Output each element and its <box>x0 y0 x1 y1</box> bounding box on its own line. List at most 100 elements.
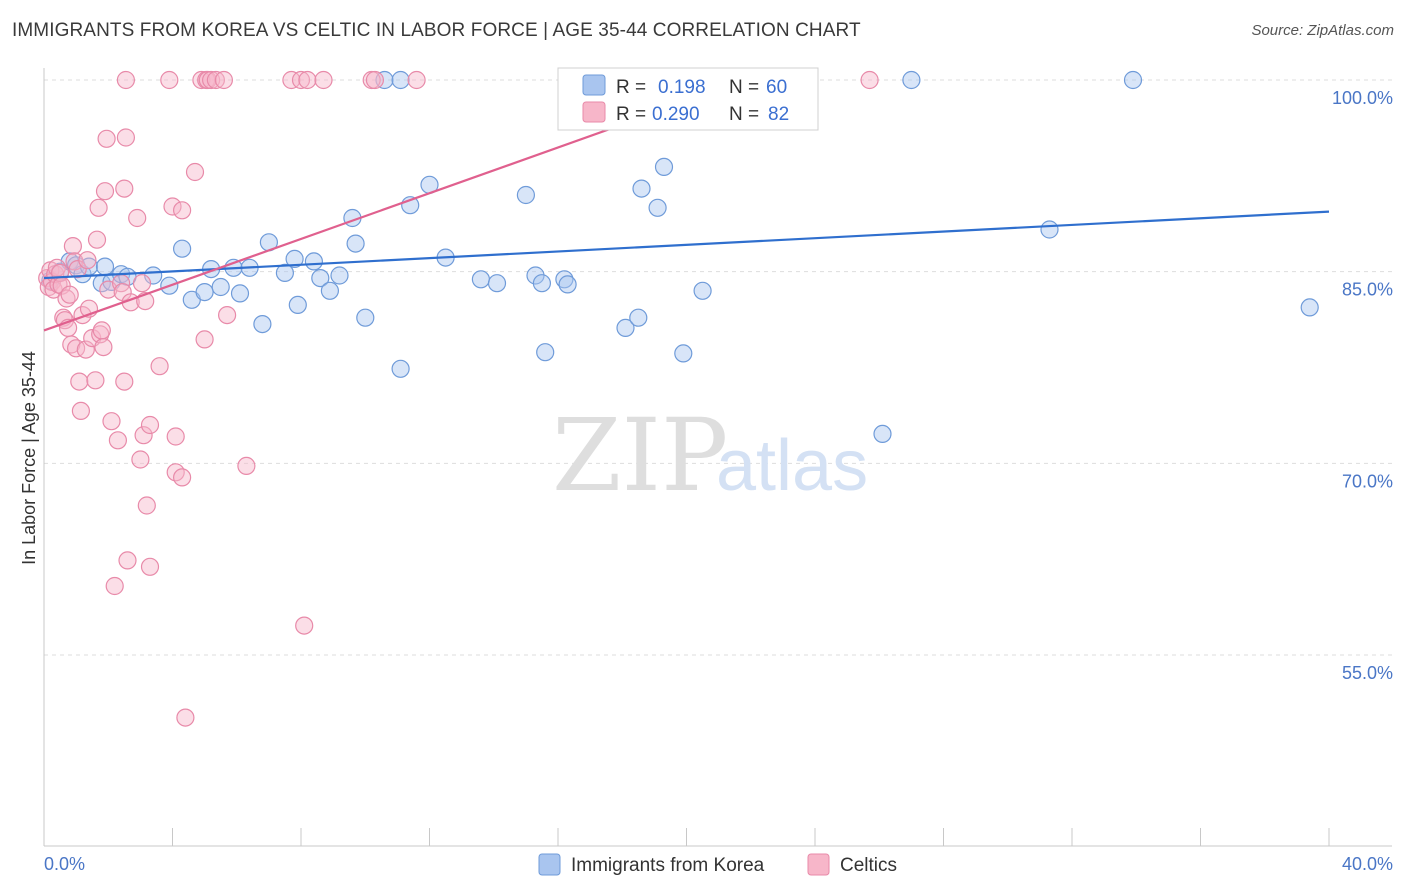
korea-point[interactable] <box>532 274 552 293</box>
korea-point[interactable] <box>632 179 651 198</box>
korea-point[interactable] <box>391 359 410 378</box>
korea-point[interactable] <box>346 234 365 253</box>
celtic-point[interactable] <box>150 357 169 376</box>
watermark-zip: ZIP <box>552 397 728 514</box>
legend-swatch-celtic[interactable] <box>807 853 830 876</box>
celtic-point[interactable] <box>131 450 150 469</box>
korea-point[interactable] <box>648 198 667 217</box>
korea-point[interactable] <box>330 266 349 285</box>
celtic-point[interactable] <box>134 426 153 445</box>
celtic-point[interactable] <box>116 128 136 147</box>
legend-label-korea[interactable]: Immigrants from Korea <box>571 855 765 876</box>
korea-point[interactable] <box>1123 70 1143 90</box>
celtic-point[interactable] <box>291 70 311 90</box>
celtic-point[interactable] <box>195 330 214 349</box>
korea-point[interactable] <box>1040 220 1059 239</box>
celtic-point[interactable] <box>860 70 879 90</box>
axes <box>43 68 1392 847</box>
celtic-point[interactable] <box>60 285 79 304</box>
korea-point[interactable] <box>654 157 674 176</box>
celtic-point[interactable] <box>86 371 105 390</box>
celtic-point[interactable] <box>128 208 147 228</box>
korea-point[interactable] <box>674 344 693 363</box>
celtic-point[interactable] <box>105 576 124 596</box>
celtic-point[interactable] <box>95 182 115 201</box>
celtic-point[interactable] <box>295 616 314 635</box>
korea-point[interactable] <box>95 257 115 276</box>
korea-point[interactable] <box>1300 298 1319 317</box>
korea-point[interactable] <box>558 275 577 294</box>
celtic-point[interactable] <box>71 401 91 420</box>
celtic-point[interactable] <box>89 198 108 217</box>
korea-point[interactable] <box>211 277 230 297</box>
celtic-point[interactable] <box>66 339 86 358</box>
celtic-point[interactable] <box>108 431 128 450</box>
celtic-point[interactable] <box>202 70 221 90</box>
stats-n-label-celtic: N = <box>729 104 759 125</box>
korea-point[interactable] <box>471 270 490 289</box>
chart-source[interactable]: Source: ZipAtlas.com <box>1251 22 1394 39</box>
korea-point[interactable] <box>516 185 536 205</box>
korea-point[interactable] <box>536 343 555 362</box>
x-tick-labels: 0.0% 40.0% <box>44 854 1393 874</box>
celtic-point[interactable] <box>176 708 195 727</box>
celtic-point[interactable] <box>140 557 160 576</box>
stats-r-label-celtic: R = <box>616 104 646 125</box>
korea-point[interactable] <box>195 283 214 302</box>
celtic-point[interactable] <box>166 427 185 446</box>
celtic-point[interactable] <box>87 230 107 249</box>
korea-point[interactable] <box>304 252 323 271</box>
celtic-point[interactable] <box>218 306 237 325</box>
celtic-point[interactable] <box>115 372 134 391</box>
celtic-point[interactable] <box>63 237 83 256</box>
celtic-point[interactable] <box>237 456 256 475</box>
korea-point[interactable] <box>230 284 250 303</box>
celtic-point[interactable] <box>115 179 134 198</box>
korea-point[interactable] <box>288 295 307 314</box>
celtic-point[interactable] <box>76 340 95 359</box>
celtic-point[interactable] <box>407 70 426 90</box>
celtic-point[interactable] <box>70 372 89 391</box>
korea-point[interactable] <box>629 308 648 327</box>
celtic-point[interactable] <box>132 274 152 293</box>
legend-swatch-korea[interactable] <box>538 853 561 876</box>
celtic-point[interactable] <box>118 551 137 570</box>
celtic-point[interactable] <box>116 70 136 90</box>
korea-point[interactable] <box>285 249 304 268</box>
korea-point[interactable] <box>693 281 712 300</box>
celtic-point[interactable] <box>298 70 317 90</box>
celtic-point[interactable] <box>185 162 205 182</box>
celtic-point[interactable] <box>160 70 179 90</box>
korea-point[interactable] <box>902 70 921 90</box>
korea-point[interactable] <box>320 281 339 300</box>
korea-point[interactable] <box>375 70 394 90</box>
celtic-point[interactable] <box>365 70 384 90</box>
legend-label-celtic[interactable]: Celtics <box>840 855 897 876</box>
celtic-point[interactable] <box>137 496 156 515</box>
korea-point[interactable] <box>356 308 375 327</box>
celtic-point[interactable] <box>102 412 121 431</box>
korea-point[interactable] <box>311 269 330 288</box>
korea-point[interactable] <box>616 318 635 337</box>
x-tick-label: 0.0% <box>44 854 85 874</box>
celtic-point[interactable] <box>192 70 211 90</box>
korea-point[interactable] <box>873 424 892 443</box>
celtic-point[interactable] <box>214 70 233 90</box>
celtic-point[interactable] <box>94 338 113 357</box>
celtic-point[interactable] <box>78 251 97 270</box>
korea-point[interactable] <box>275 263 294 282</box>
korea-point[interactable] <box>173 239 192 258</box>
korea-point[interactable] <box>253 315 272 334</box>
celtic-point[interactable] <box>163 197 182 216</box>
celtic-point[interactable] <box>173 468 192 487</box>
celtic-point[interactable] <box>282 70 301 90</box>
celtic-point[interactable] <box>140 415 160 435</box>
celtic-point[interactable] <box>92 321 111 340</box>
korea-point[interactable] <box>555 270 574 289</box>
stats-r-value-korea: 0.198 <box>658 77 706 98</box>
korea-point[interactable] <box>391 70 410 90</box>
celtic-point[interactable] <box>97 129 116 148</box>
korea-point[interactable] <box>487 274 507 293</box>
celtic-point[interactable] <box>173 201 192 220</box>
celtic-point[interactable] <box>314 70 333 90</box>
